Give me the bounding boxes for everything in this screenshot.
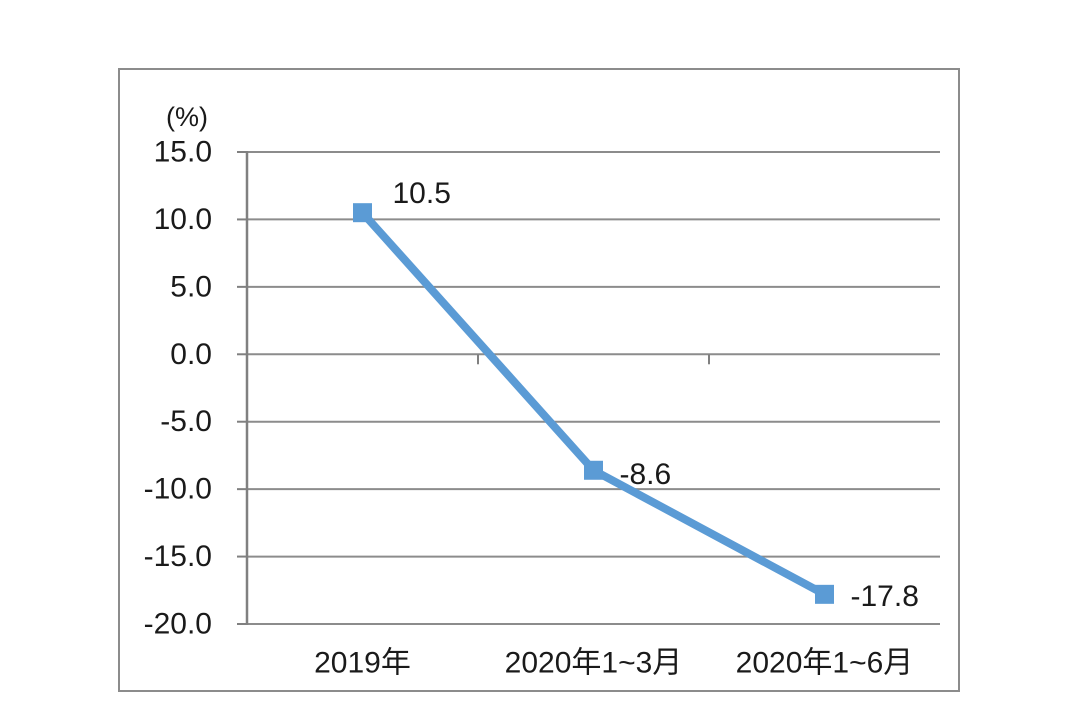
- y-axis-tick-label: 0.0: [170, 338, 212, 371]
- data-point-marker: [584, 460, 603, 480]
- data-series-line: [358, 208, 829, 599]
- x-axis-category-label: 2019年: [314, 647, 411, 680]
- data-point-marker: [815, 584, 834, 604]
- data-point-label: -17.8: [851, 580, 919, 613]
- y-axis-tick-label: 10.0: [154, 203, 212, 236]
- data-point-marker: [353, 203, 372, 223]
- data-point-label: 10.5: [393, 177, 451, 210]
- y-axis-unit-label: (%): [166, 102, 208, 132]
- chart-frame: 15.0 10.0 5.0 0.0 -5.0 -10.0 -15.0 -20.0 (%) 10.5…: [118, 68, 960, 692]
- y-axis-tick-label: -20.0: [144, 608, 212, 641]
- line-chart: 15.0 10.0 5.0 0.0 -5.0 -10.0 -15.0 -20.0 (%) 10.5…: [144, 102, 940, 680]
- y-axis-tick-label: -15.0: [144, 540, 212, 573]
- y-axis-tick-label: 5.0: [170, 270, 212, 303]
- x-axis-category-label: 2020年1~6月: [736, 647, 914, 680]
- x-axis-category-label: 2020年1~3月: [505, 647, 683, 680]
- y-axis-tick-label: -5.0: [160, 405, 212, 438]
- data-point-label: -8.6: [620, 458, 672, 491]
- y-axis-tick-label: 15.0: [154, 136, 212, 169]
- y-axis-tick-label: -10.0: [144, 473, 212, 506]
